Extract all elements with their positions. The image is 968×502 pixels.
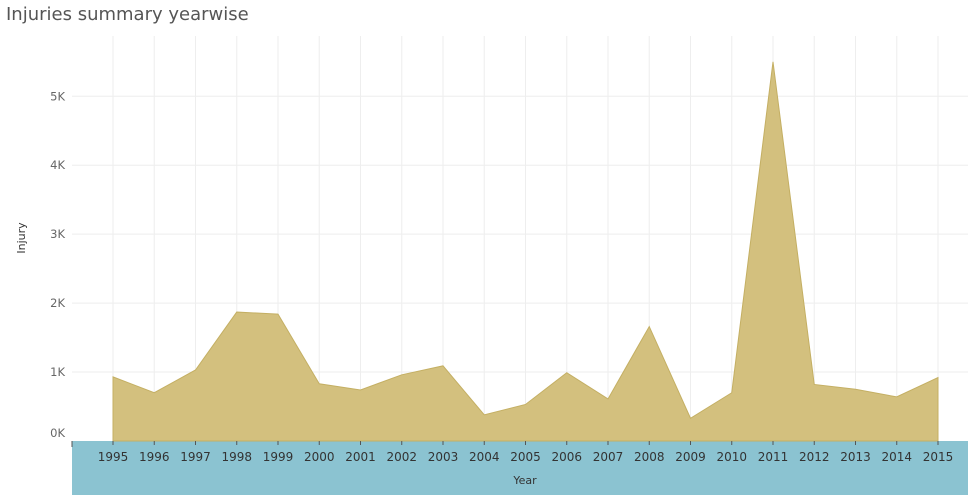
x-tick-label: 2015 <box>923 450 954 464</box>
y-tick-label: 1K <box>50 365 65 379</box>
y-tick-label: 5K <box>50 89 65 103</box>
x-tick-label: 1999 <box>263 450 294 464</box>
x-tick-label: 2001 <box>345 450 376 464</box>
series-area <box>112 61 939 442</box>
chart-title: Injuries summary yearwise <box>6 4 249 25</box>
y-tick-label: 3K <box>50 227 65 241</box>
x-tick-label: 2002 <box>386 450 417 464</box>
x-tick-label: 2005 <box>510 450 541 464</box>
x-axis-title: Year <box>512 474 537 487</box>
x-tick-label: 2010 <box>716 450 747 464</box>
x-tick-label: 2013 <box>840 450 871 464</box>
x-tick-label: 2000 <box>304 450 335 464</box>
x-tick-label: 2014 <box>881 450 912 464</box>
x-tick-label: 1995 <box>98 450 129 464</box>
y-axis-title: Injury <box>15 222 28 254</box>
area-layer <box>112 61 939 442</box>
y-tick-label: 0K <box>50 426 65 440</box>
x-tick-label: 2008 <box>634 450 665 464</box>
x-tick-label: 2003 <box>428 450 459 464</box>
x-tick-label: 2007 <box>593 450 624 464</box>
x-tick-label: 2011 <box>758 450 789 464</box>
y-tick-label: 2K <box>50 296 65 310</box>
x-axis: 1995 1996 1997 1998 1999 2000 2001 2002 2003 2004… <box>71 441 954 464</box>
x-axis-band <box>72 441 968 495</box>
x-tick-label: 1997 <box>180 450 211 464</box>
y-axis: 0K 1K 2K 3K 4K 5K <box>50 89 65 440</box>
y-tick-label: 4K <box>50 158 65 172</box>
x-tick-label: 1998 <box>221 450 252 464</box>
x-tick-label: 2006 <box>551 450 582 464</box>
x-tick-label: 1996 <box>139 450 170 464</box>
x-tick-label: 2004 <box>469 450 500 464</box>
x-tick-label: 2012 <box>799 450 830 464</box>
x-tick-label: 2009 <box>675 450 706 464</box>
